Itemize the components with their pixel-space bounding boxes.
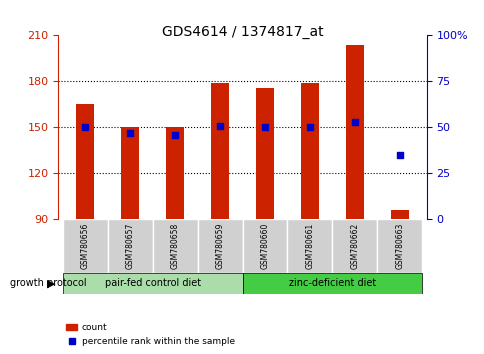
Point [171,132,179,138]
Point [216,123,224,129]
Point [126,130,134,136]
FancyBboxPatch shape [107,219,152,273]
Bar [121,127,139,219]
FancyBboxPatch shape [197,219,242,273]
Text: GSM780657: GSM780657 [125,223,135,269]
Bar [211,83,228,219]
Bar [76,104,94,219]
Bar [300,83,318,219]
Text: GSM780663: GSM780663 [394,223,404,269]
Text: GSM780662: GSM780662 [349,223,359,269]
FancyBboxPatch shape [242,219,287,273]
Bar [390,210,408,219]
Bar [345,45,363,219]
Text: GSM780656: GSM780656 [80,223,90,269]
Text: growth protocol: growth protocol [10,278,86,288]
Point [81,125,89,130]
Text: GSM780660: GSM780660 [260,223,269,269]
Bar [166,127,184,219]
FancyBboxPatch shape [242,273,422,294]
Text: pair-fed control diet: pair-fed control diet [105,278,200,288]
Bar [256,87,273,219]
Point [260,125,268,130]
FancyBboxPatch shape [152,219,197,273]
Text: zinc-deficient diet: zinc-deficient diet [288,278,375,288]
Point [305,125,313,130]
Text: GSM780661: GSM780661 [305,223,314,269]
Point [350,119,358,125]
Text: GDS4614 / 1374817_at: GDS4614 / 1374817_at [161,25,323,39]
FancyBboxPatch shape [62,273,242,294]
Text: ▶: ▶ [47,278,56,288]
FancyBboxPatch shape [332,219,377,273]
FancyBboxPatch shape [287,219,332,273]
Text: GSM780658: GSM780658 [170,223,179,269]
FancyBboxPatch shape [377,219,422,273]
Point [395,152,403,158]
Legend: count, percentile rank within the sample: count, percentile rank within the sample [62,320,238,349]
Text: GSM780659: GSM780659 [215,223,224,269]
FancyBboxPatch shape [62,219,107,273]
